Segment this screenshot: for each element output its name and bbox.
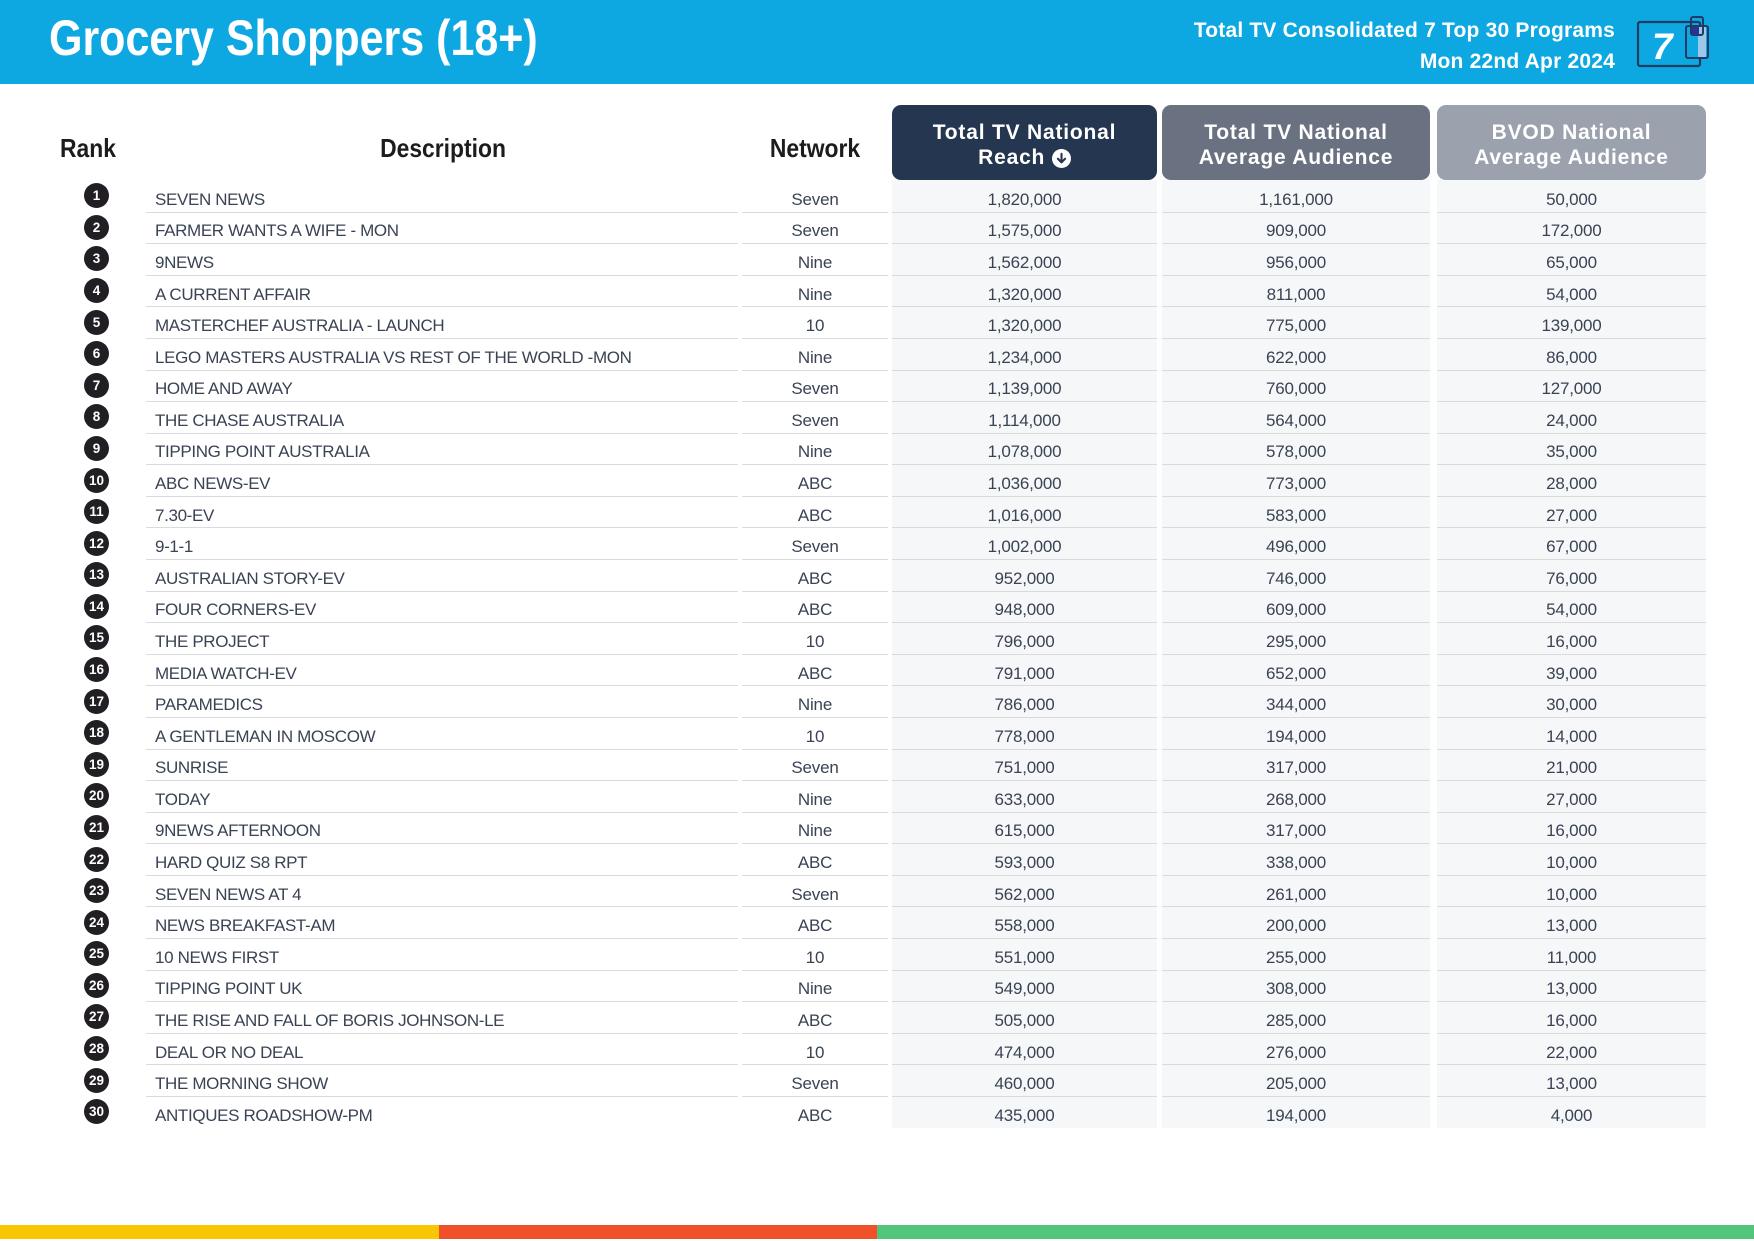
svg-text:7: 7 [1652, 26, 1675, 67]
